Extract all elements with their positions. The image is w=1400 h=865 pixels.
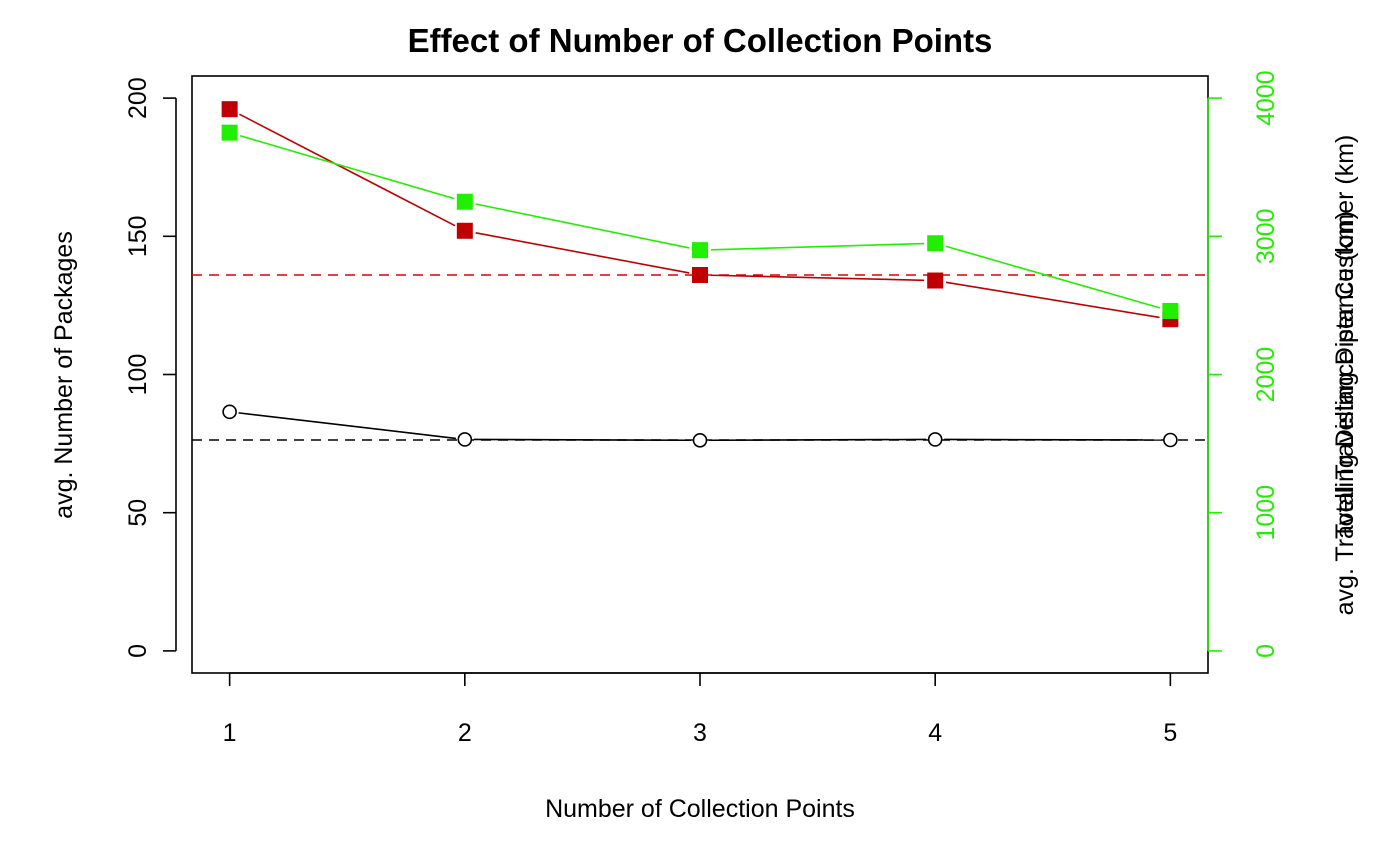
series-3-point-1 — [221, 124, 238, 141]
y-right-tick-label-2: 1000 — [1252, 485, 1280, 541]
series-3-point-4 — [927, 235, 944, 252]
series-3-point-2 — [456, 193, 473, 210]
y-right-tick-label-1: 0 — [1252, 644, 1280, 658]
series-3-segment-1 — [239, 134, 455, 200]
series-1-point-4 — [927, 432, 943, 447]
y-axis-left: 0 50 100 150 200 — [124, 77, 177, 658]
series-1-point-5 — [1163, 432, 1178, 448]
series-3-segment-4 — [945, 245, 1161, 309]
series-3-segment-3 — [710, 242, 925, 251]
series-3-point-5 — [1162, 302, 1179, 319]
y-axis-right: 0 1000 2000 3000 4000 — [1207, 70, 1280, 658]
chart-title: Effect of Number of Collection Points — [408, 22, 993, 59]
series-1-segment-1 — [238, 412, 456, 440]
x-tick-label-4: 4 — [928, 719, 942, 747]
series-1-segment-4 — [944, 438, 1162, 441]
x-tick-label-5: 5 — [1163, 719, 1177, 747]
y-left-tick-label-5: 200 — [124, 77, 152, 119]
y-axis-right-label-per-customer: avg. Travelling Distance per Customer (k… — [1331, 135, 1359, 616]
series-3 — [221, 124, 1179, 319]
series-2 — [221, 101, 1179, 328]
series-1-point-3 — [692, 432, 708, 448]
series-2-segment-2 — [475, 232, 690, 274]
series-3-segment-2 — [475, 203, 690, 249]
x-tick-label-1: 1 — [223, 719, 237, 747]
series-layer — [221, 101, 1179, 448]
y-right-tick-label-3: 2000 — [1252, 347, 1280, 403]
y-left-tick-label-4: 150 — [124, 215, 152, 257]
x-axis: 1 2 3 4 5 — [223, 672, 1177, 747]
y-right-tick-label-4: 3000 — [1252, 208, 1280, 264]
series-1 — [222, 404, 1178, 448]
x-axis-label: Number of Collection Points — [545, 795, 855, 823]
series-2-point-1 — [221, 101, 238, 118]
y-left-tick-label-2: 50 — [124, 499, 152, 527]
series-2-point-2 — [456, 222, 473, 239]
series-2-segment-3 — [710, 274, 925, 282]
series-1-segment-3 — [708, 438, 927, 442]
y-left-tick-label-3: 100 — [124, 354, 152, 396]
y-axis-left-label: avg. Number of Packages — [50, 231, 78, 519]
series-1-point-2 — [457, 432, 473, 447]
y-right-tick-label-5: 4000 — [1252, 70, 1280, 126]
series-1-segment-2 — [473, 438, 692, 442]
series-2-point-3 — [692, 267, 708, 283]
y-axis-right-label-total: Total Travelling Distance (km) — [1331, 211, 1359, 539]
series-2-segment-4 — [945, 281, 1160, 319]
series-1-point-1 — [222, 404, 237, 420]
x-tick-label-2: 2 — [458, 719, 472, 747]
series-2-point-4 — [927, 272, 944, 289]
series-3-point-3 — [692, 242, 708, 259]
x-tick-label-3: 3 — [693, 719, 707, 747]
y-left-tick-label-1: 0 — [124, 644, 152, 658]
series-2-segment-1 — [239, 113, 456, 227]
